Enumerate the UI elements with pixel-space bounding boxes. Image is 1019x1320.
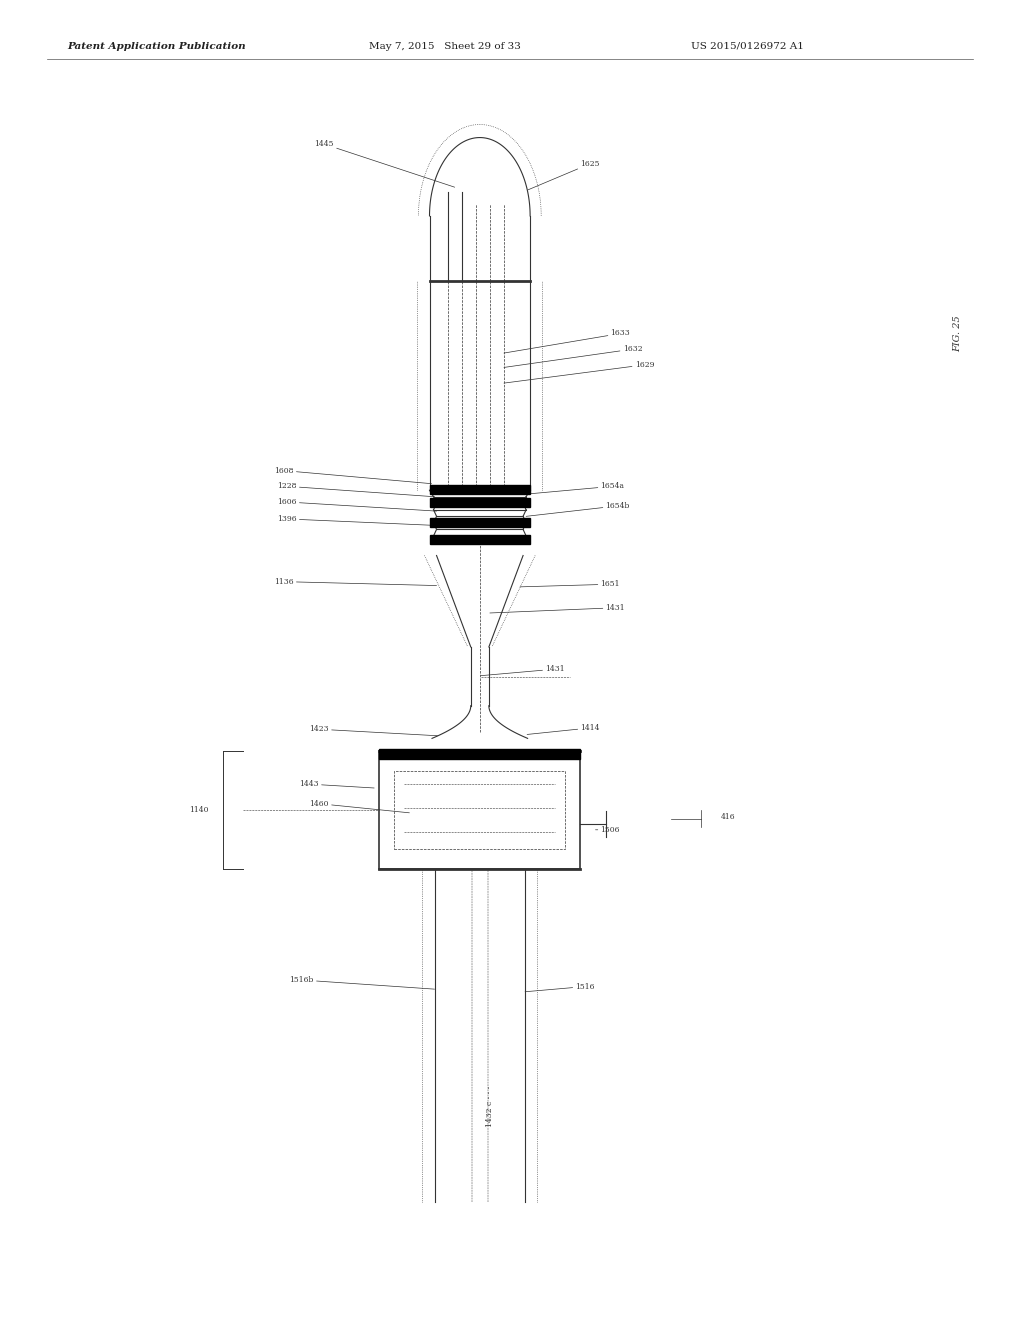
Bar bbox=[394, 771, 565, 849]
Text: 1445: 1445 bbox=[314, 140, 454, 187]
Text: 1228: 1228 bbox=[277, 482, 434, 496]
Text: 1516: 1516 bbox=[525, 982, 594, 991]
Text: 416: 416 bbox=[720, 813, 735, 821]
Text: Patent Application Publication: Patent Application Publication bbox=[67, 42, 246, 50]
Text: US 2015/0126972 A1: US 2015/0126972 A1 bbox=[691, 42, 803, 50]
Text: 1629: 1629 bbox=[503, 360, 653, 383]
Text: 1396: 1396 bbox=[277, 515, 436, 525]
Bar bbox=[429, 484, 530, 494]
Bar bbox=[379, 748, 580, 759]
Bar bbox=[429, 535, 530, 544]
Bar bbox=[429, 498, 530, 507]
Text: FIG. 25: FIG. 25 bbox=[953, 315, 961, 352]
Text: 1443: 1443 bbox=[299, 780, 374, 788]
Bar bbox=[379, 751, 580, 869]
Bar bbox=[429, 517, 530, 527]
Text: 1423: 1423 bbox=[309, 725, 437, 735]
Text: 1431: 1431 bbox=[480, 665, 565, 676]
Text: 1140: 1140 bbox=[189, 807, 208, 814]
Text: 1460: 1460 bbox=[309, 800, 409, 813]
Text: 1506: 1506 bbox=[595, 826, 620, 834]
Text: 1654a: 1654a bbox=[526, 482, 624, 494]
Text: 1633: 1633 bbox=[503, 330, 630, 352]
Text: 1625: 1625 bbox=[528, 160, 599, 190]
Text: 1414: 1414 bbox=[527, 723, 599, 734]
Text: 1136: 1136 bbox=[274, 578, 436, 586]
Text: 1654b: 1654b bbox=[526, 502, 630, 516]
Text: 1431: 1431 bbox=[489, 603, 625, 612]
Text: May 7, 2015   Sheet 29 of 33: May 7, 2015 Sheet 29 of 33 bbox=[369, 42, 521, 50]
Text: 1608: 1608 bbox=[274, 466, 431, 483]
Text: 1432 c - - -: 1432 c - - - bbox=[485, 1086, 493, 1127]
Text: 1606: 1606 bbox=[277, 498, 436, 511]
Text: 1632: 1632 bbox=[503, 345, 642, 367]
Text: 1516b: 1516b bbox=[289, 975, 434, 989]
Text: 1651: 1651 bbox=[520, 581, 620, 589]
